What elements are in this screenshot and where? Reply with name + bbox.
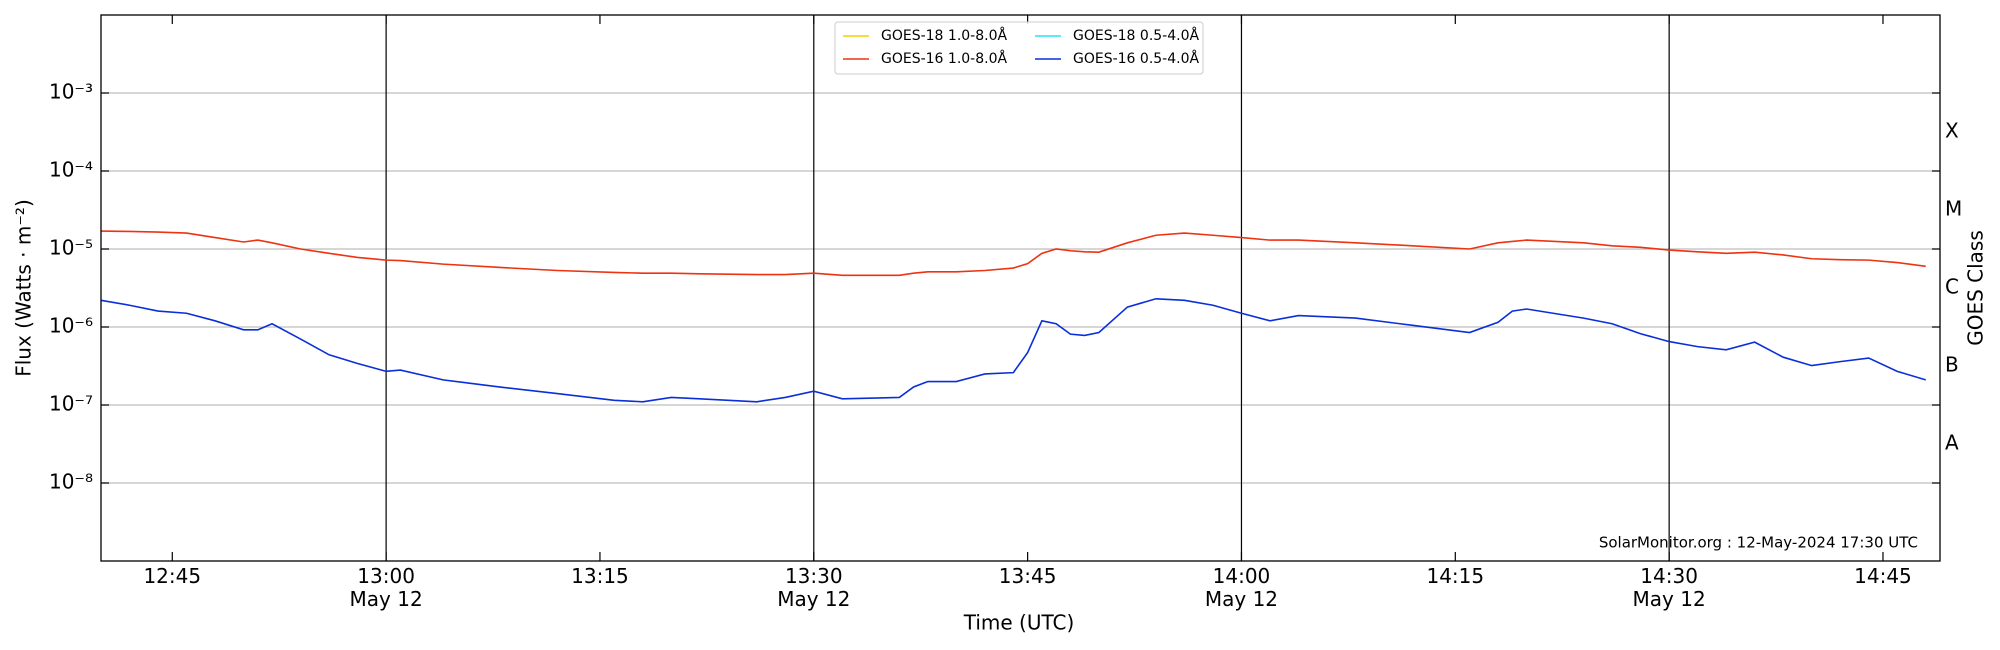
legend-label: GOES-16 1.0-8.0Å	[881, 50, 1007, 67]
y2-axis-label: GOES Class	[1964, 230, 1988, 346]
y-tick-label: 10⁻⁵	[49, 236, 93, 260]
legend-label: GOES-18 1.0-8.0Å	[881, 27, 1007, 44]
x-axis-label: Time (UTC)	[963, 611, 1075, 635]
plot-frame	[100, 14, 1941, 562]
x-tick-label: 14:00 May 12	[1204, 564, 1279, 611]
y2-tick-label: X	[1945, 119, 1959, 143]
legend-label: GOES-16 0.5-4.0Å	[1073, 50, 1199, 67]
y-tick-label: 10⁻⁶	[49, 314, 93, 338]
x-tick-label: 13:00 May 12	[349, 564, 423, 611]
legend-box	[834, 21, 1204, 75]
y-tick-label: 10⁻³	[49, 80, 93, 104]
x-tick-label: 13:15	[571, 564, 629, 588]
y-axis-label: Flux (Watts · m⁻²)	[12, 199, 36, 377]
y2-tick-label: M	[1945, 197, 1962, 221]
series-line	[100, 230, 1926, 277]
x-tick-label: 14:45	[1854, 564, 1912, 588]
y2-tick-label: A	[1945, 431, 1959, 455]
y-tick-label: 10⁻⁷	[49, 392, 93, 416]
annotation: SolarMonitor.org : 12-May-2024 17:30 UTC	[1599, 534, 1918, 552]
x-tick-label: 14:30 May 12	[1632, 564, 1706, 611]
y-tick-label: 10⁻⁸	[49, 470, 93, 494]
x-tick-label: 13:30 May 12	[777, 564, 851, 611]
legend-label: GOES-18 0.5-4.0Å	[1073, 27, 1199, 44]
y-tick-label: 10⁻⁴	[49, 158, 93, 182]
x-tick-label: 12:45	[143, 564, 202, 588]
series-line	[100, 297, 1926, 403]
x-tick-label: 14:15	[1426, 564, 1485, 588]
x-tick-label: 13:45	[998, 564, 1057, 588]
y2-tick-label: B	[1945, 353, 1959, 377]
y2-tick-label: C	[1945, 275, 1959, 299]
